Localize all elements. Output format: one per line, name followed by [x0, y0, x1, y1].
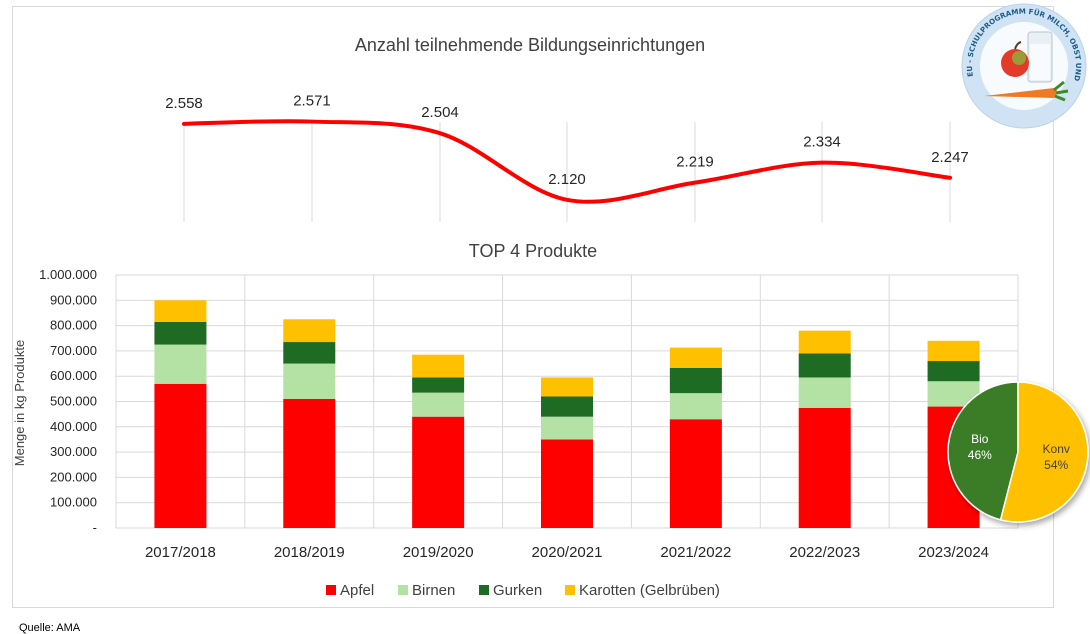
bar-segment-birnen: [798, 377, 851, 408]
line-chart-title: Anzahl teilnehmende Bildungseinrichtunge…: [355, 35, 705, 55]
legend: Apfel Birnen Gurken Karotten (Gelbrüben): [326, 582, 720, 599]
bar-segment-gurken: [798, 353, 851, 378]
y-tick-label: 500.000: [50, 394, 97, 409]
bar-segment-apfel: [669, 419, 722, 528]
bar-segment-karotten: [412, 354, 465, 378]
x-tick-label: 2022/2023: [789, 544, 860, 561]
bar-segment-gurken: [541, 396, 593, 417]
line-data-label: 2.219: [676, 154, 714, 171]
bar-segment-gurken: [927, 361, 980, 382]
legend-label: Apfel: [340, 582, 374, 599]
pie-slice-konv: [999, 381, 1089, 523]
bar-segment-birnen: [283, 363, 336, 399]
legend-label: Gurken: [493, 582, 542, 599]
line-data-label: 2.504: [421, 104, 459, 121]
line-chart: 2.558 2.571 2.504 2.120 2.219 2.334 2.247: [165, 93, 969, 222]
y-tick-label: 800.000: [50, 318, 97, 333]
line-data-label: 2.571: [293, 93, 331, 110]
pie-slice-percent: 54%: [1044, 458, 1068, 472]
legend-label: Karotten (Gelbrüben): [579, 582, 720, 599]
y-tick-label: 400.000: [50, 419, 97, 434]
bar-segment-birnen: [541, 416, 593, 440]
x-tick-label: 2023/2024: [918, 544, 989, 561]
y-tick-label: -: [93, 520, 97, 535]
bar-segment-karotten: [541, 377, 593, 397]
bar-segment-gurken: [283, 342, 336, 364]
bar-segment-karotten: [927, 340, 980, 362]
bar-segment-apfel: [798, 407, 851, 528]
bar-segment-gurken: [412, 377, 465, 393]
bar-chart: [154, 300, 980, 528]
line-data-label: 2.334: [803, 134, 841, 151]
x-tick-label: 2019/2020: [403, 544, 474, 561]
legend-label: Birnen: [412, 582, 455, 599]
bar-segment-karotten: [798, 330, 851, 354]
x-tick-label: 2021/2022: [660, 544, 731, 561]
legend-swatch: [326, 585, 336, 595]
bar-chart-title: TOP 4 Produkte: [469, 241, 597, 261]
bar-segment-karotten: [154, 300, 207, 322]
line-data-label: 2.120: [548, 171, 586, 188]
bar-segment-birnen: [412, 392, 465, 417]
pie-chart: Bio 46% Konv 54%: [947, 381, 1089, 523]
bar-segment-apfel: [154, 383, 207, 528]
bar-segment-gurken: [669, 367, 722, 394]
legend-swatch: [398, 585, 408, 595]
y-tick-label: 1.000.000: [39, 267, 97, 282]
line-data-label: 2.247: [931, 149, 969, 166]
bar-chart-axes: - 100.000 200.000 300.000 400.000 500.000 600.…: [39, 267, 989, 561]
y-tick-label: 600.000: [50, 368, 97, 383]
bar-segment-apfel: [541, 439, 593, 528]
bar-segment-birnen: [669, 393, 722, 420]
pie-slice-name: Bio: [971, 432, 989, 446]
legend-swatch: [479, 585, 489, 595]
bar-segment-gurken: [154, 321, 207, 345]
y-tick-label: 900.000: [50, 292, 97, 307]
x-tick-label: 2017/2018: [145, 544, 216, 561]
line-data-label: 2.558: [165, 95, 203, 112]
y-tick-label: 100.000: [50, 495, 97, 510]
pie-slices: [947, 381, 1089, 523]
line-series: [182, 119, 952, 204]
x-tick-label: 2018/2019: [274, 544, 345, 561]
bar-segment-apfel: [283, 398, 336, 528]
pie-slice-bio: [947, 381, 1019, 521]
bar-segment-karotten: [283, 319, 336, 343]
legend-swatch: [565, 585, 575, 595]
x-tick-label: 2020/2021: [532, 544, 603, 561]
pie-slice-percent: 46%: [968, 448, 992, 462]
y-tick-label: 700.000: [50, 343, 97, 358]
bar-segment-apfel: [412, 416, 465, 528]
pie-slice-name: Konv: [1043, 442, 1070, 456]
bar-segment-birnen: [154, 344, 207, 384]
y-tick-label: 300.000: [50, 444, 97, 459]
carrot-icon: [984, 88, 1057, 98]
y-axis-label: Menge in kg Produkte: [12, 340, 27, 466]
bar-segment-karotten: [669, 347, 722, 368]
source-note: Quelle: AMA: [19, 622, 81, 634]
school-program-logo: EU - SCHULPROGRAMM FÜR MILCH, OBST UND G…: [958, 0, 1087, 129]
y-tick-label: 200.000: [50, 469, 97, 484]
